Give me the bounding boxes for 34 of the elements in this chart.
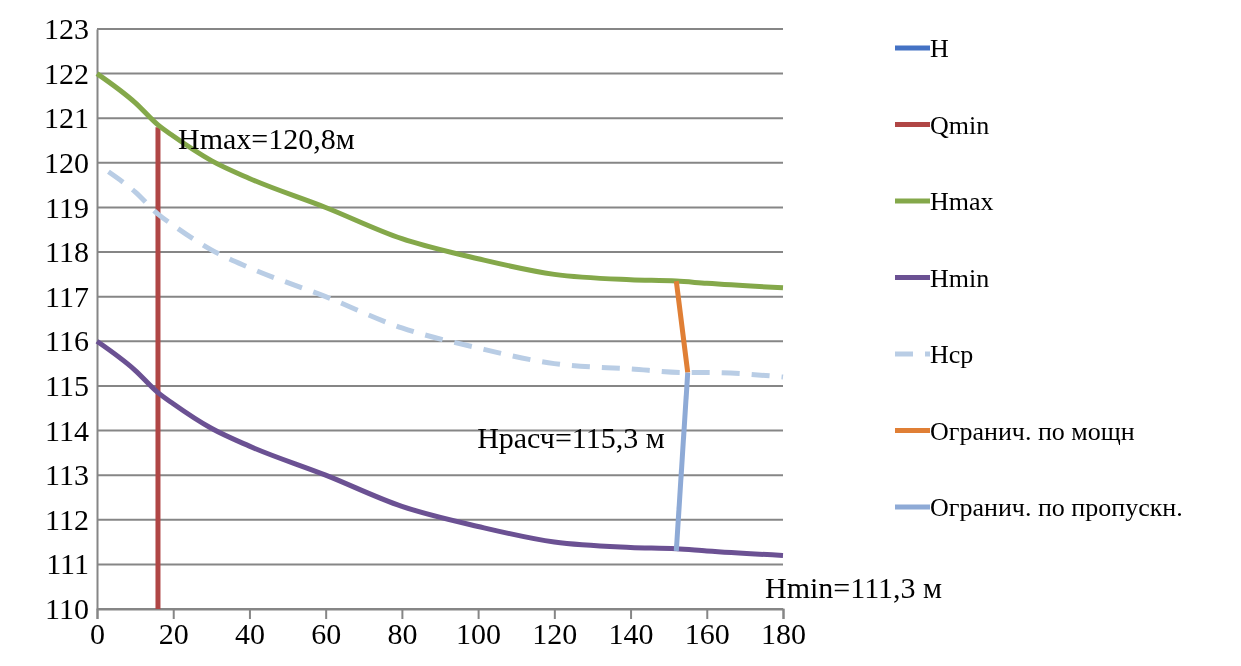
y-tick-label: 118 <box>45 235 89 269</box>
x-tick-label: 20 <box>158 617 189 651</box>
legend-label: Hmax <box>930 187 994 216</box>
x-tick-label: 100 <box>456 617 502 651</box>
legend-label: Qmin <box>930 110 990 140</box>
y-tick-label: 111 <box>46 547 89 581</box>
annotation: Hрасч=115,3 м <box>477 420 665 454</box>
y-tick-label: 121 <box>44 101 89 135</box>
legend-label: H <box>930 34 949 63</box>
y-tick-label: 116 <box>45 324 89 358</box>
x-tick-label: 160 <box>684 617 730 651</box>
y-tick-label: 119 <box>45 190 89 224</box>
y-tick-label: 110 <box>45 592 89 626</box>
y-tick-label: 114 <box>45 413 89 447</box>
legend-label: Огранич. по пропускн. <box>930 493 1183 522</box>
legend-label: Hmin <box>930 263 990 293</box>
y-tick-label: 122 <box>44 56 89 90</box>
x-tick-label: 140 <box>608 617 654 651</box>
legend-label: Огранич. по мощн <box>930 416 1135 446</box>
x-tick-label: 80 <box>387 617 418 651</box>
y-tick-label: 120 <box>44 145 89 179</box>
annotation: Hmin=111,3 м <box>765 571 943 604</box>
x-tick-label: 40 <box>234 617 265 651</box>
x-tick-label: 60 <box>311 617 342 651</box>
y-tick-label: 123 <box>44 12 89 46</box>
legend-label: Hср <box>930 340 974 369</box>
y-tick-label: 113 <box>45 458 89 492</box>
y-tick-label: 115 <box>45 369 89 403</box>
annotation: Hmax=120,8м <box>177 122 355 156</box>
x-tick-label: 120 <box>532 617 578 651</box>
y-tick-label: 117 <box>45 279 89 313</box>
y-tick-label: 112 <box>45 502 89 536</box>
x-tick-label: 0 <box>90 617 105 651</box>
x-tick-label: 180 <box>761 617 806 651</box>
